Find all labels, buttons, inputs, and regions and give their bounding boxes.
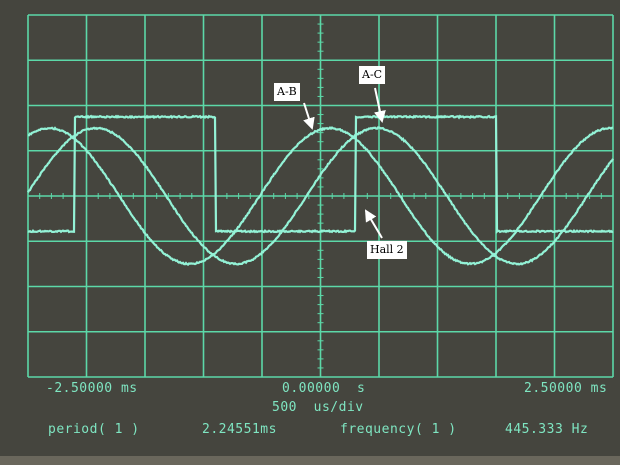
annotation-arrows: [304, 88, 382, 238]
graticule: [28, 15, 613, 377]
arrow-a-b: [304, 103, 312, 128]
period-value: 2.24551ms: [202, 422, 277, 437]
period-label: period( 1 ): [48, 422, 140, 437]
label-hall-2: Hall 2: [367, 241, 407, 259]
center-time-label: 0.00000 s: [282, 381, 365, 396]
frequency-label: frequency( 1 ): [340, 422, 457, 437]
label-a-b: A-B: [274, 83, 300, 101]
frequency-value: 445.333 Hz: [505, 422, 588, 437]
left-time-label: -2.50000 ms: [46, 381, 138, 396]
right-time-label: 2.50000 ms: [524, 381, 607, 396]
bezel: [0, 456, 620, 465]
label-a-c: A-C: [359, 66, 385, 84]
timebase-label: 500 us/div: [272, 400, 364, 415]
